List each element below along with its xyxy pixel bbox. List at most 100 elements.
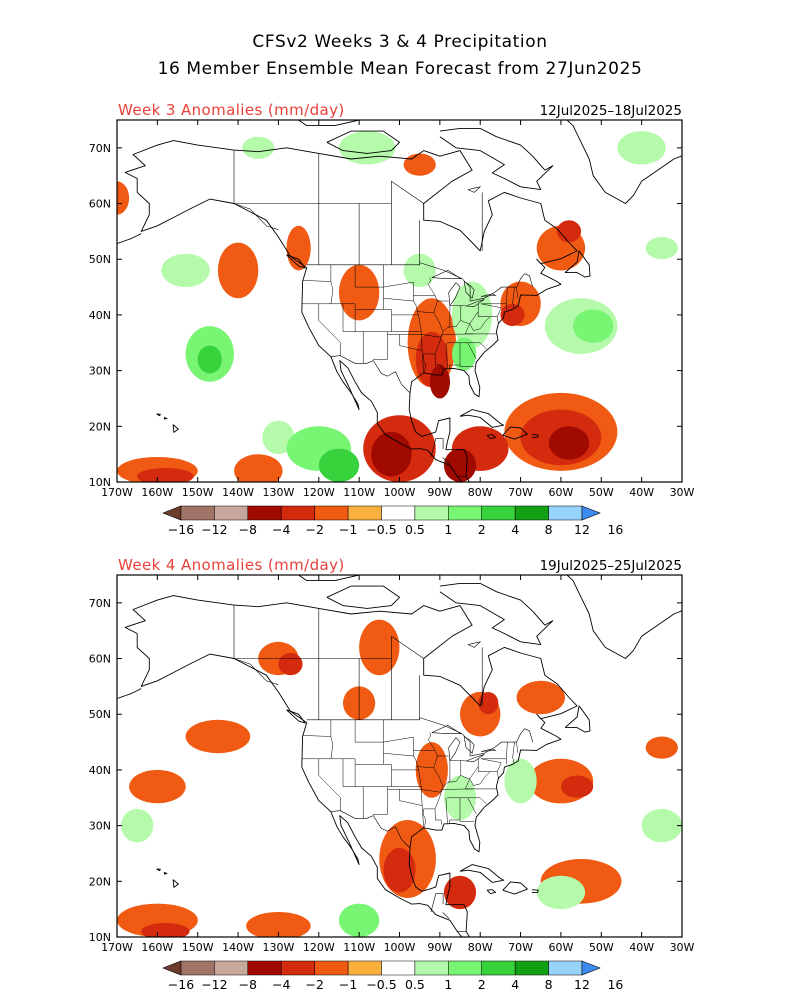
lat-axis-week3: 70N 60N 50N 40N 30N 20N 10N bbox=[89, 142, 682, 489]
lon-label: 170W bbox=[101, 941, 133, 954]
anomaly-patch bbox=[338, 264, 380, 321]
colorbar-label: 0.5 bbox=[405, 977, 425, 992]
colorbar-swatch bbox=[548, 505, 583, 521]
lon-label: 90W bbox=[427, 486, 452, 499]
colorbar-swatch bbox=[280, 960, 315, 976]
lon-label: 40W bbox=[629, 486, 654, 499]
coastline bbox=[564, 705, 591, 733]
anomaly-patch bbox=[451, 281, 493, 349]
lon-label: 140W bbox=[222, 486, 254, 499]
state-line bbox=[427, 732, 444, 825]
anomaly-patch bbox=[548, 426, 590, 460]
anomaly-patch bbox=[117, 181, 130, 215]
colorbar-max-arrow bbox=[581, 505, 601, 521]
colorbar-swatch bbox=[448, 505, 482, 521]
lat-label: 70N bbox=[89, 597, 111, 610]
colorbar-label: 12 bbox=[574, 522, 590, 537]
colorbar-week4: −16 −12 −8 −4 −2 −1 −0.5 0.5 1 2 4 8 12 16 bbox=[162, 960, 623, 992]
lon-label: 30W bbox=[670, 486, 695, 499]
lon-label: 110W bbox=[343, 941, 375, 954]
coastline bbox=[298, 120, 360, 127]
anomaly-patch bbox=[641, 808, 682, 843]
state-line bbox=[330, 264, 334, 304]
lon-label: 110W bbox=[343, 486, 375, 499]
coastline bbox=[117, 688, 142, 700]
anomaly-patch bbox=[617, 131, 666, 165]
colorbar-label: −8 bbox=[239, 522, 257, 537]
anomaly-patch bbox=[246, 912, 311, 937]
colorbar-swatch bbox=[247, 505, 282, 521]
anomaly-patch bbox=[286, 225, 311, 271]
panel-week4-dates: 19Jul2025–25Jul2025 bbox=[540, 558, 682, 574]
colorbar-swatch bbox=[280, 505, 315, 521]
lon-label: 60W bbox=[548, 941, 573, 954]
anomaly-patch bbox=[197, 345, 222, 374]
state-line bbox=[460, 758, 479, 780]
colorbar-swatch bbox=[414, 505, 449, 521]
colorbar-max-arrow bbox=[581, 960, 601, 976]
lon-label: 40W bbox=[629, 941, 654, 954]
coastline bbox=[117, 233, 142, 245]
lat-label: 60N bbox=[89, 653, 111, 666]
colorbar-swatch bbox=[481, 960, 516, 976]
colorbar-swatch bbox=[247, 960, 282, 976]
border-line bbox=[306, 262, 533, 302]
colorbar-swatch bbox=[514, 505, 549, 521]
coastline bbox=[172, 424, 179, 433]
coastline bbox=[486, 434, 496, 440]
anomaly-field-week3 bbox=[117, 131, 678, 482]
coastlines-week3 bbox=[117, 120, 682, 482]
lat-axis-week4: 70N 60N 50N 40N 30N 20N 10N bbox=[89, 597, 682, 944]
colorbar-label: 1 bbox=[444, 522, 452, 537]
state-line bbox=[342, 758, 364, 819]
state-line bbox=[412, 282, 424, 373]
anomaly-patch bbox=[561, 775, 594, 798]
border-line bbox=[330, 355, 411, 394]
colorbar-label: −4 bbox=[272, 522, 290, 537]
coastline bbox=[156, 413, 161, 417]
state-line bbox=[383, 297, 414, 302]
coastline bbox=[566, 120, 682, 204]
state-line bbox=[416, 766, 434, 768]
state-line bbox=[516, 287, 518, 298]
colorbar-label: 1 bbox=[444, 977, 452, 992]
state-line bbox=[423, 808, 426, 828]
lat-label: 30N bbox=[89, 820, 111, 833]
state-line bbox=[421, 334, 443, 338]
lon-label: 120W bbox=[303, 486, 335, 499]
colorbar-swatch bbox=[347, 960, 382, 976]
coastline bbox=[459, 409, 505, 428]
border-line bbox=[431, 725, 462, 734]
state-line bbox=[372, 764, 392, 815]
colorbar-label: 4 bbox=[511, 522, 519, 537]
anomaly-patch bbox=[161, 253, 210, 288]
colorbar-swatch bbox=[314, 505, 349, 521]
border-line bbox=[391, 180, 424, 204]
colorbar-swatch bbox=[381, 960, 416, 976]
colorbar-swatch bbox=[214, 960, 249, 976]
coastline bbox=[531, 434, 539, 438]
lat-label: 10N bbox=[89, 931, 111, 944]
state-line bbox=[442, 760, 451, 787]
state-line bbox=[412, 737, 424, 828]
anomaly-patch bbox=[217, 242, 259, 299]
lon-label: 90W bbox=[427, 941, 452, 954]
lon-label: 130W bbox=[262, 486, 294, 499]
border-line bbox=[306, 717, 533, 757]
border-line bbox=[480, 748, 497, 752]
anomaly-patch bbox=[338, 903, 380, 937]
anomaly-patch bbox=[403, 153, 436, 176]
lon-label: 160W bbox=[141, 486, 173, 499]
colorbar-label: −12 bbox=[201, 977, 227, 992]
border-line bbox=[463, 736, 475, 754]
state-line bbox=[302, 735, 331, 737]
colorbar-swatch bbox=[214, 505, 249, 521]
lat-label: 50N bbox=[89, 708, 111, 721]
coastline bbox=[156, 868, 161, 872]
colorbar-label: 4 bbox=[511, 977, 519, 992]
state-line bbox=[383, 752, 414, 757]
coastline bbox=[439, 582, 554, 646]
lon-label: 150W bbox=[182, 486, 214, 499]
colorbar-swatch bbox=[180, 505, 215, 521]
border-line bbox=[480, 293, 497, 297]
